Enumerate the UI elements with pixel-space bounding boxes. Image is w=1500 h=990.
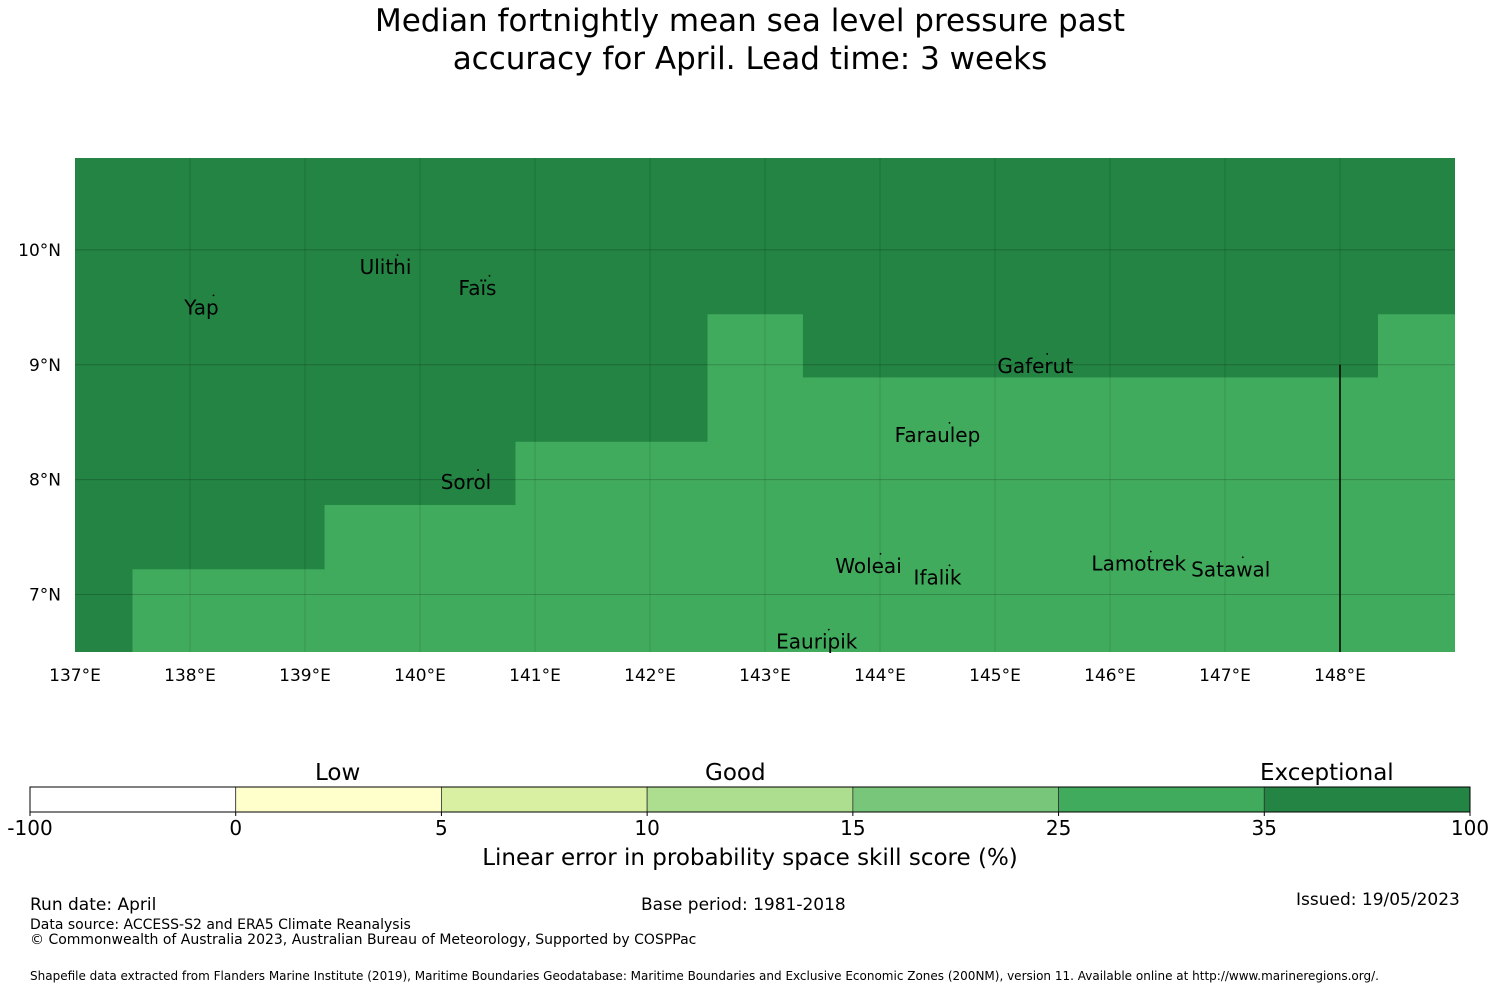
island-marker bbox=[879, 552, 882, 555]
good-region-cell bbox=[132, 569, 325, 652]
place-label-lamotrek: Lamotrek bbox=[1091, 552, 1186, 576]
island-marker bbox=[1241, 556, 1244, 559]
title-line-1: Median fortnightly mean sea level pressu… bbox=[374, 3, 1126, 39]
title-line-2: accuracy for April. Lead time: 3 weeks bbox=[452, 41, 1048, 77]
colorbar-tick-label: 15 bbox=[840, 816, 865, 840]
x-tick-label: 139°E bbox=[279, 666, 331, 686]
x-tick-label: 148°E bbox=[1314, 666, 1366, 686]
place-label-ulithi: Ulithi bbox=[360, 255, 412, 279]
colorbar-tick-label: 35 bbox=[1252, 816, 1277, 840]
good-region-cell bbox=[802, 377, 1378, 652]
x-tick-label: 142°E bbox=[624, 666, 676, 686]
island-marker bbox=[212, 294, 215, 297]
colorbar-bin bbox=[235, 786, 442, 813]
colorbar-frame bbox=[29, 786, 1471, 813]
colorbar-label-good: Good bbox=[705, 760, 766, 786]
y-tick-label: 7°N bbox=[29, 586, 61, 606]
island-marker bbox=[948, 421, 951, 424]
run-date: Run date: April bbox=[30, 895, 157, 915]
good-region-cell bbox=[515, 441, 708, 652]
colorbar-bin bbox=[29, 786, 237, 813]
island-marker bbox=[477, 469, 479, 471]
place-label-sorol: Sorol bbox=[441, 470, 492, 494]
colorbar-tick-label: 25 bbox=[1046, 816, 1071, 840]
colorbar-tick-label: 0 bbox=[229, 816, 242, 840]
island-marker bbox=[1149, 550, 1152, 553]
x-tick-label: 143°E bbox=[739, 666, 791, 686]
island-marker bbox=[488, 274, 491, 277]
x-tick-label: 137°E bbox=[49, 666, 101, 686]
place-label-faraulep: Faraulep bbox=[895, 423, 981, 447]
colorbar-bin bbox=[441, 786, 648, 813]
x-tick-label: 141°E bbox=[509, 666, 561, 686]
island-marker bbox=[396, 254, 399, 257]
good-region-cell bbox=[707, 314, 803, 652]
place-label-eauripik: Eauripik bbox=[776, 630, 858, 654]
place-label-faïs: Faïs bbox=[459, 276, 497, 300]
x-tick-label: 140°E bbox=[394, 666, 446, 686]
island-marker bbox=[827, 628, 830, 631]
island-marker bbox=[1046, 353, 1049, 355]
good-region-cell bbox=[1377, 314, 1455, 652]
y-tick-label: 9°N bbox=[29, 356, 61, 376]
base-period: Base period: 1981-2018 bbox=[641, 895, 846, 915]
place-label-woleai: Woleai bbox=[835, 554, 902, 578]
colorbar-label-exceptional: Exceptional bbox=[1260, 760, 1394, 786]
colorbar: -100 0 5 10 15 25 35 100 bbox=[7, 786, 1489, 840]
x-tick-label: 145°E bbox=[969, 666, 1021, 686]
island-marker bbox=[948, 564, 951, 567]
y-tick-label: 10°N bbox=[18, 241, 61, 261]
colorbar-tick-label: 10 bbox=[634, 816, 659, 840]
x-tick-label: 138°E bbox=[164, 666, 216, 686]
colorbar-tick-label: 100 bbox=[1451, 816, 1489, 840]
map-area: 137°E 138°E 139°E 140°E 141°E 142°E 143°E 144°E… bbox=[18, 158, 1455, 686]
place-label-ifalik: Ifalik bbox=[914, 565, 962, 589]
colorbar-bin bbox=[1058, 786, 1265, 813]
data-source: Data source: ACCESS-S2 and ERA5 Climate … bbox=[30, 917, 411, 933]
place-label-satawal: Satawal bbox=[1191, 557, 1270, 581]
x-tick-label: 147°E bbox=[1199, 666, 1251, 686]
colorbar-label-low: Low bbox=[315, 760, 361, 786]
colorbar-bin bbox=[646, 786, 854, 813]
good-region-cell bbox=[324, 504, 516, 652]
copyright: © Commonwealth of Australia 2023, Austra… bbox=[30, 932, 697, 948]
shapefile-credit: Shapefile data extracted from Flanders M… bbox=[30, 969, 1379, 983]
x-tick-label: 144°E bbox=[854, 666, 906, 686]
colorbar-bin bbox=[1263, 786, 1471, 813]
colorbar-tick-label: 5 bbox=[435, 816, 448, 840]
colorbar-bin bbox=[852, 786, 1059, 813]
y-tick-label: 8°N bbox=[29, 471, 61, 491]
map-title: Median fortnightly mean sea level pressu… bbox=[0, 2, 1500, 78]
place-label-yap: Yap bbox=[183, 295, 218, 319]
x-tick-label: 146°E bbox=[1084, 666, 1136, 686]
colorbar-title: Linear error in probability space skill … bbox=[482, 845, 1018, 871]
place-label-gaferut: Gaferut bbox=[997, 354, 1073, 378]
colorbar-tick-label: -100 bbox=[7, 816, 52, 840]
issued-date: Issued: 19/05/2023 bbox=[1296, 890, 1460, 910]
